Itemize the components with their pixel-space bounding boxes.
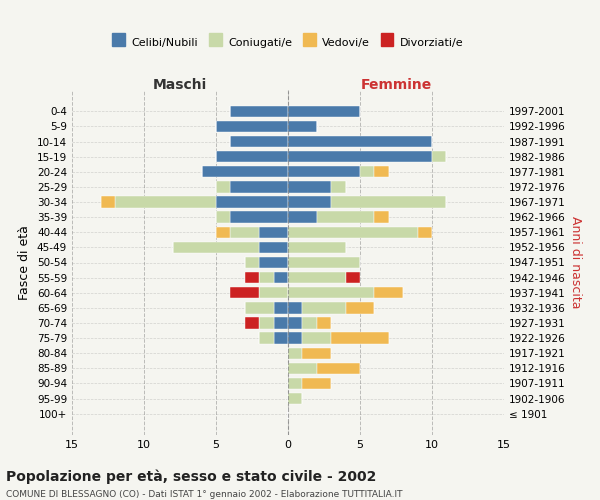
Bar (216, 151, 288, 162)
Bar (245, 302, 274, 314)
Bar (245, 257, 259, 268)
Bar (288, 196, 331, 207)
Text: Popolazione per età, sesso e stato civile - 2002: Popolazione per età, sesso e stato civil… (6, 470, 376, 484)
Bar (374, 287, 403, 298)
Bar (302, 302, 346, 314)
Bar (432, 151, 446, 162)
Bar (230, 226, 259, 238)
Bar (230, 182, 288, 192)
Bar (230, 136, 288, 147)
Bar (302, 332, 331, 344)
Bar (331, 182, 346, 192)
Bar (317, 212, 374, 223)
Bar (302, 348, 331, 359)
Bar (216, 196, 288, 207)
Bar (288, 106, 360, 117)
Bar (288, 166, 360, 177)
Bar (259, 257, 288, 268)
Bar (259, 287, 288, 298)
Bar (288, 378, 302, 389)
Bar (216, 226, 230, 238)
Bar (418, 226, 432, 238)
Bar (274, 332, 288, 344)
Bar (288, 226, 418, 238)
Bar (202, 166, 288, 177)
Bar (274, 302, 288, 314)
Bar (317, 362, 360, 374)
Bar (259, 318, 274, 328)
Bar (302, 378, 331, 389)
Bar (288, 287, 374, 298)
Bar (288, 302, 302, 314)
Bar (331, 196, 446, 207)
Bar (346, 302, 374, 314)
Bar (374, 212, 389, 223)
Bar (101, 196, 115, 207)
Bar (288, 332, 302, 344)
Bar (288, 362, 317, 374)
Bar (230, 106, 288, 117)
Bar (245, 272, 259, 283)
Bar (288, 318, 302, 328)
Bar (374, 166, 389, 177)
Bar (259, 242, 288, 253)
Bar (274, 272, 288, 283)
Bar (360, 166, 374, 177)
Bar (230, 287, 259, 298)
Bar (302, 318, 317, 328)
Bar (259, 226, 288, 238)
Bar (288, 257, 360, 268)
Bar (288, 212, 317, 223)
Bar (317, 318, 331, 328)
Bar (288, 136, 432, 147)
Bar (288, 121, 317, 132)
Bar (173, 242, 259, 253)
Text: Maschi: Maschi (153, 78, 207, 92)
Bar (216, 182, 230, 192)
Text: Femmine: Femmine (361, 78, 431, 92)
Bar (216, 121, 288, 132)
Bar (274, 318, 288, 328)
Bar (259, 272, 274, 283)
Bar (288, 182, 331, 192)
Bar (288, 348, 302, 359)
Bar (216, 212, 230, 223)
Bar (288, 151, 432, 162)
Text: COMUNE DI BLESSAGNO (CO) - Dati ISTAT 1° gennaio 2002 - Elaborazione TUTTITALIA.: COMUNE DI BLESSAGNO (CO) - Dati ISTAT 1°… (6, 490, 403, 499)
Bar (288, 242, 346, 253)
Legend: Celibi/Nubili, Coniugati/e, Vedovi/e, Divorziati/e: Celibi/Nubili, Coniugati/e, Vedovi/e, Di… (108, 34, 468, 52)
Bar (245, 318, 259, 328)
Bar (230, 212, 288, 223)
Y-axis label: Anni di nascita: Anni di nascita (569, 216, 582, 308)
Bar (115, 196, 216, 207)
Bar (288, 272, 346, 283)
Bar (331, 332, 389, 344)
Y-axis label: Fasce di età: Fasce di età (19, 225, 31, 300)
Bar (346, 272, 360, 283)
Bar (288, 393, 302, 404)
Bar (259, 332, 274, 344)
